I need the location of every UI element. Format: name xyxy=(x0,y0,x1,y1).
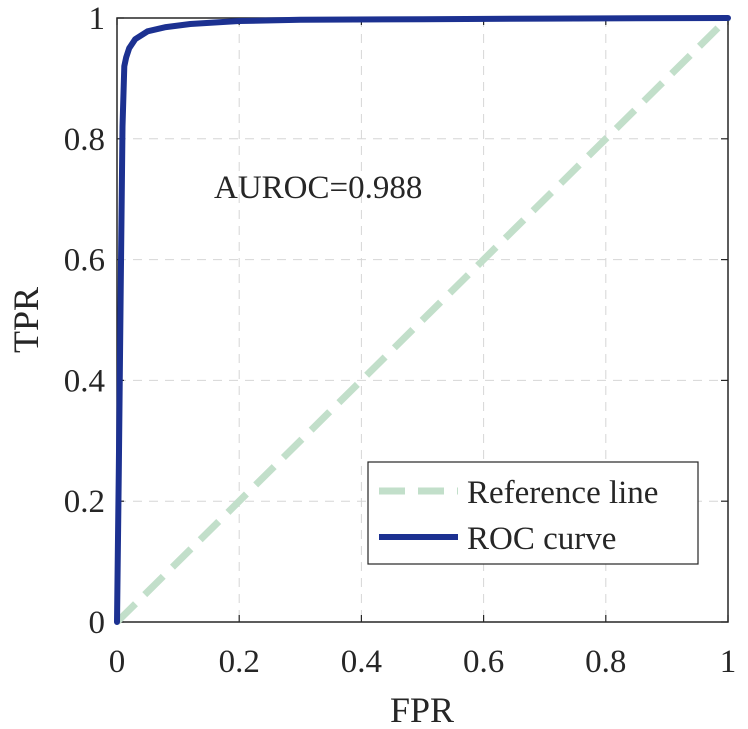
y-tick-label: 0.6 xyxy=(64,243,105,279)
x-tick-label: 0 xyxy=(109,644,126,680)
legend-label-roc-curve: ROC curve xyxy=(467,521,616,557)
auroc-annotation: AUROC=0.988 xyxy=(214,170,422,206)
legend-label-reference-line: Reference line xyxy=(467,475,658,511)
x-tick-label: 0.8 xyxy=(585,644,626,680)
roc-curve-series xyxy=(114,15,731,625)
x-tick-label: 0.6 xyxy=(463,644,504,680)
x-tick-label: 0.4 xyxy=(341,644,382,680)
x-axis-label: FPR xyxy=(390,690,454,729)
reference-line-series xyxy=(114,15,731,625)
x-tick-label: 1 xyxy=(720,644,737,680)
y-tick-label: 0.2 xyxy=(64,484,105,520)
y-axis-label: TPR xyxy=(6,287,46,353)
legend: Reference line ROC curve xyxy=(367,461,699,565)
legend-box xyxy=(367,461,699,565)
x-tick-label: 0.2 xyxy=(219,644,260,680)
y-tick-label: 0 xyxy=(89,605,106,641)
series-layer xyxy=(114,15,731,625)
y-tick-label: 0.4 xyxy=(64,363,105,399)
x-axis-ticks: 0 0.2 0.4 0.6 0.8 1 xyxy=(109,18,737,680)
y-tick-label: 0.8 xyxy=(64,122,105,158)
y-tick-label: 1 xyxy=(89,1,106,37)
